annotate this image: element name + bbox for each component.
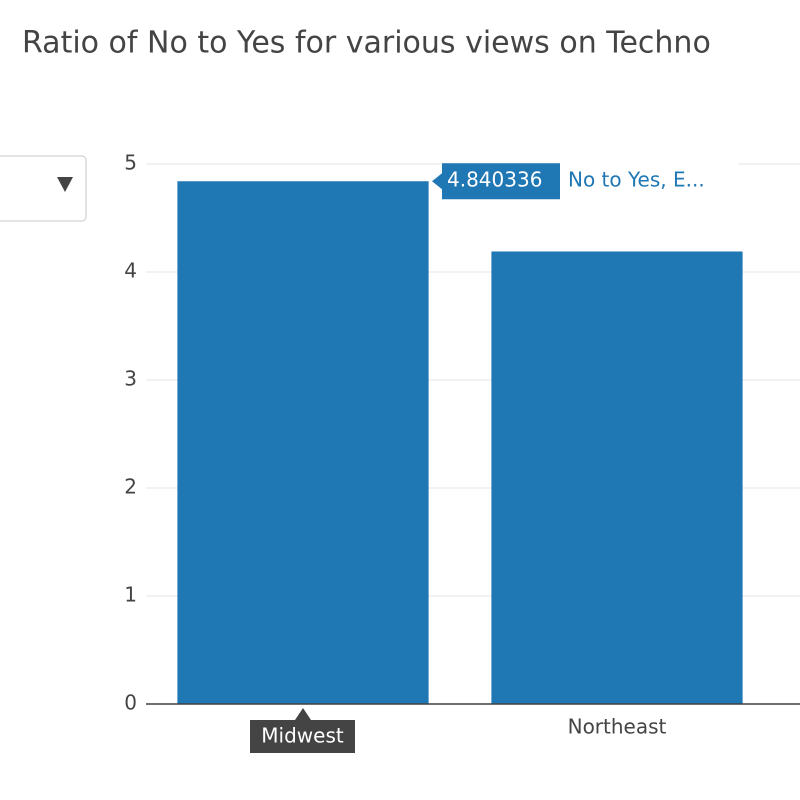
bar xyxy=(177,181,429,704)
hover-series-name: No to Yes, E... xyxy=(568,168,705,192)
hover-value: 4.840336 xyxy=(447,168,542,192)
y-tick-label: 2 xyxy=(124,475,137,499)
y-tick-label: 3 xyxy=(124,367,137,391)
bar xyxy=(491,251,743,705)
x-tick-label: Northeast xyxy=(568,715,667,739)
hover-box xyxy=(432,163,560,200)
x-hover-box xyxy=(250,708,355,753)
y-tick-label: 0 xyxy=(124,691,137,715)
dropdown[interactable] xyxy=(0,155,87,222)
y-tick-label: 1 xyxy=(124,583,137,607)
y-tick-label: 5 xyxy=(124,151,137,175)
x-hover-label: Midwest xyxy=(261,724,344,748)
dropdown-arrow[interactable] xyxy=(57,177,73,192)
hover-name-bg xyxy=(560,163,738,200)
y-tick-label: 4 xyxy=(124,259,137,283)
chart-title: Ratio of No to Yes for various views on … xyxy=(22,26,711,61)
